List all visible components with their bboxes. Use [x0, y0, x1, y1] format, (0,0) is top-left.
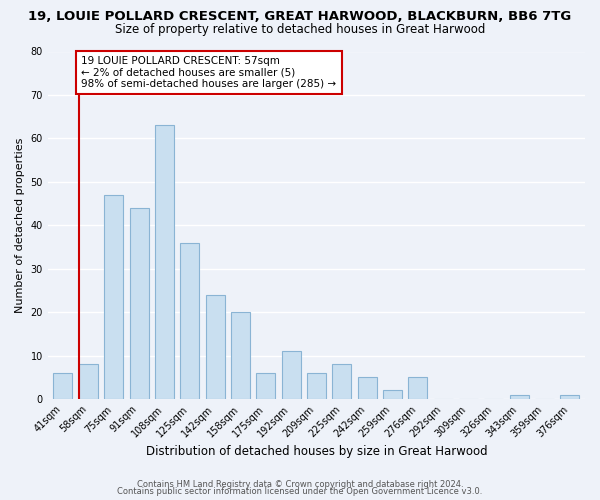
Bar	[281, 352, 301, 399]
Text: Contains public sector information licensed under the Open Government Licence v3: Contains public sector information licen…	[118, 488, 482, 496]
Bar	[408, 378, 427, 399]
Bar	[307, 373, 326, 399]
Bar	[53, 373, 73, 399]
Bar	[256, 373, 275, 399]
Bar	[358, 378, 377, 399]
Bar	[206, 295, 224, 399]
Text: Contains HM Land Registry data © Crown copyright and database right 2024.: Contains HM Land Registry data © Crown c…	[137, 480, 463, 489]
Text: Size of property relative to detached houses in Great Harwood: Size of property relative to detached ho…	[115, 22, 485, 36]
Bar	[79, 364, 98, 399]
Bar	[155, 126, 174, 399]
Bar	[560, 394, 579, 399]
Bar	[104, 195, 123, 399]
X-axis label: Distribution of detached houses by size in Great Harwood: Distribution of detached houses by size …	[146, 444, 487, 458]
Bar	[332, 364, 351, 399]
Y-axis label: Number of detached properties: Number of detached properties	[15, 138, 25, 313]
Bar	[231, 312, 250, 399]
Bar	[509, 394, 529, 399]
Bar	[130, 208, 149, 399]
Bar	[180, 242, 199, 399]
Text: 19 LOUIE POLLARD CRESCENT: 57sqm
← 2% of detached houses are smaller (5)
98% of : 19 LOUIE POLLARD CRESCENT: 57sqm ← 2% of…	[82, 56, 337, 89]
Bar	[383, 390, 402, 399]
Text: 19, LOUIE POLLARD CRESCENT, GREAT HARWOOD, BLACKBURN, BB6 7TG: 19, LOUIE POLLARD CRESCENT, GREAT HARWOO…	[28, 10, 572, 23]
